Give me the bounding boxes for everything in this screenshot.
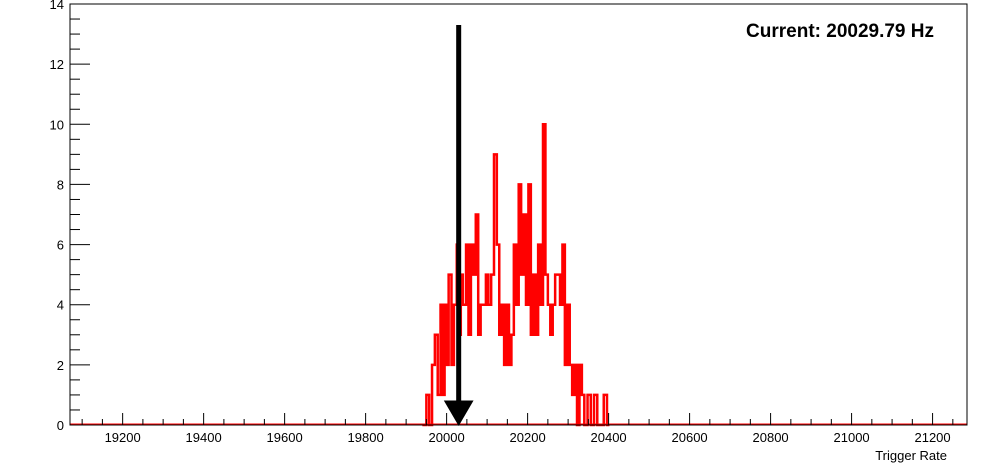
- x-tick-label: 20000: [429, 430, 465, 445]
- y-tick-label: 0: [57, 418, 64, 433]
- current-rate-annotation: Current: 20029.79 Hz: [746, 21, 934, 42]
- x-tick-label: 20200: [510, 430, 546, 445]
- x-tick-label: 19200: [105, 430, 141, 445]
- y-tick-label: 6: [57, 238, 64, 253]
- y-tick-label: 2: [57, 358, 64, 373]
- y-tick-label: 14: [50, 0, 64, 12]
- marker-arrow: [443, 25, 474, 426]
- x-tick-label: 20800: [753, 430, 789, 445]
- x-tick-label: 19800: [348, 430, 384, 445]
- x-tick-label: 21000: [834, 430, 870, 445]
- x-tick-label: 19400: [186, 430, 222, 445]
- histogram-series: [422, 123, 610, 427]
- y-tick-label: 12: [50, 57, 64, 72]
- marker-arrow-head: [443, 400, 474, 426]
- x-tick-label: 20400: [591, 430, 627, 445]
- x-axis-title: Trigger Rate: [875, 448, 947, 463]
- y-tick-label: 8: [57, 177, 64, 192]
- y-tick-label: 10: [50, 117, 64, 132]
- y-axis: 0 2 4 6 8 10 12 14: [50, 0, 90, 433]
- x-tick-label: 19600: [267, 430, 303, 445]
- y-tick-label: 4: [57, 298, 64, 313]
- x-tick-label: 20600: [672, 430, 708, 445]
- x-tick-label: 21200: [914, 430, 950, 445]
- x-axis: 19200 19400 19600 19800 20000 20200 20400 20600…: [81, 413, 954, 445]
